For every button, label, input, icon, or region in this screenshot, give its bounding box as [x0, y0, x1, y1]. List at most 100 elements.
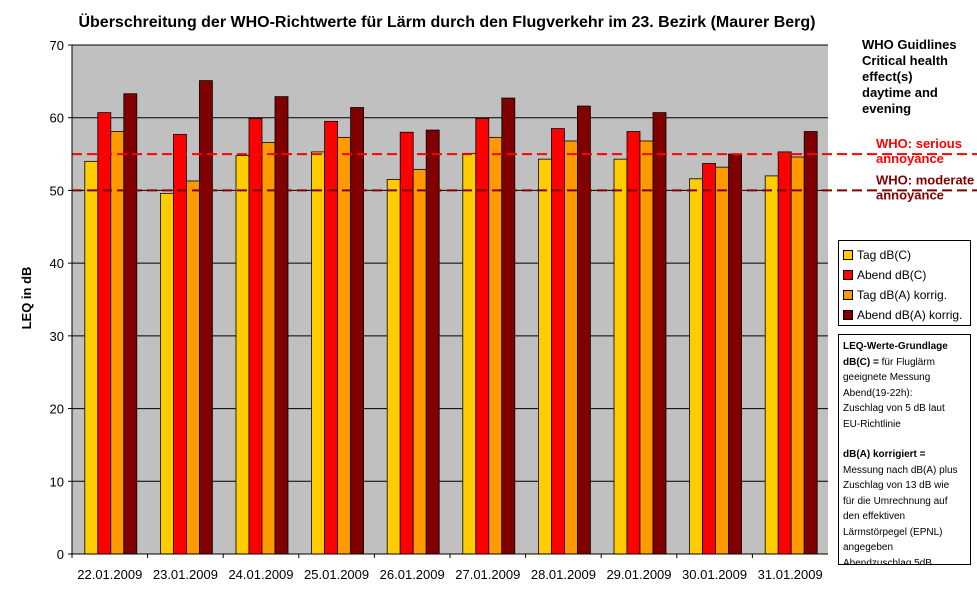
legend-swatch — [843, 290, 853, 300]
notes-line: Zuschlag von 13 dB wie — [843, 480, 950, 491]
notes-line: den effektiven — [843, 511, 906, 522]
y-tick-label: 20 — [50, 402, 64, 417]
bar — [198, 80, 213, 555]
bar — [386, 179, 401, 555]
legend-label: Tag dB(C) — [857, 248, 912, 262]
bar — [488, 136, 503, 555]
bar — [172, 134, 187, 555]
bar — [551, 128, 565, 555]
bar — [475, 118, 490, 555]
bar — [715, 166, 729, 555]
bar — [248, 118, 263, 555]
notes-line: Abendzuschlag 5dB — [843, 557, 932, 565]
y-tick-label: 60 — [50, 111, 64, 126]
legend-swatch — [843, 250, 853, 260]
legend-label: Abend dB(C) — [857, 268, 927, 282]
y-tick-label: 40 — [50, 256, 64, 271]
bar — [790, 156, 805, 555]
x-tick-label: 30.01.2009 — [682, 567, 747, 582]
legend-item-tag-dba: Tag dB(A) korrig. — [843, 285, 970, 305]
bar — [764, 175, 779, 555]
y-tick-label: 0 — [57, 547, 64, 562]
bar — [564, 140, 578, 555]
bar — [501, 97, 516, 555]
reference-label: annoyance — [876, 187, 944, 202]
legend-swatch — [843, 310, 853, 320]
bar — [652, 112, 667, 555]
legend-label: Abend dB(A) korrig. — [857, 308, 963, 322]
who-header-line: evening — [862, 101, 911, 116]
notes-spacer — [843, 432, 967, 447]
bar — [777, 151, 792, 555]
bar — [803, 131, 818, 555]
bar — [274, 96, 289, 555]
bar — [577, 105, 591, 555]
bar — [159, 192, 174, 555]
x-tick-label: 28.01.2009 — [531, 567, 596, 582]
bar — [84, 160, 99, 555]
legend-item-abend-dbc: Abend dB(C) — [843, 265, 970, 285]
who-header-line: WHO Guidlines — [862, 37, 957, 52]
notes-dbc-rest: für Fluglärm — [878, 356, 935, 368]
reference-label: annoyance — [876, 151, 944, 166]
reference-label: WHO: moderate — [876, 172, 974, 187]
y-tick-label: 50 — [50, 183, 64, 198]
y-tick-label: 30 — [50, 329, 64, 344]
y-axis-label: LEQ in dB — [19, 267, 34, 330]
notes-dbc-term: dB(C) = — [843, 356, 879, 368]
bar — [337, 136, 352, 555]
notes-line: geeignete Messung — [843, 372, 931, 383]
y-tick-label: 70 — [50, 38, 64, 53]
bar — [97, 112, 112, 555]
notes-line: angegeben — [843, 542, 894, 553]
x-tick-label: 22.01.2009 — [77, 567, 142, 582]
legend-label: Tag dB(A) korrig. — [857, 288, 948, 302]
bar — [425, 129, 440, 555]
bar — [728, 153, 742, 555]
bar — [324, 120, 339, 555]
who-header-line: Critical health — [862, 53, 948, 68]
bar — [123, 93, 138, 555]
bar — [110, 131, 125, 555]
y-tick-label: 10 — [50, 474, 64, 489]
legend: Tag dB(C) Abend dB(C) Tag dB(A) korrig. … — [838, 240, 971, 326]
x-tick-label: 31.01.2009 — [758, 567, 823, 582]
notes-line: Lärmstörpegel (EPNL) — [843, 526, 943, 538]
reference-label: WHO: serious — [876, 136, 962, 151]
bar — [311, 151, 326, 555]
bar — [462, 152, 477, 555]
bar — [639, 140, 654, 555]
x-tick-label: 27.01.2009 — [455, 567, 520, 582]
notes-dba-term: dB(A) korrigiert = — [843, 449, 926, 460]
bar — [235, 155, 250, 555]
x-tick-label: 24.01.2009 — [228, 567, 293, 582]
who-header-line: effect(s) — [862, 69, 913, 84]
notes-line: für die Umrechnung auf — [843, 495, 948, 507]
x-tick-label: 25.01.2009 — [304, 567, 369, 582]
legend-item-tag-dbc: Tag dB(C) — [843, 245, 970, 265]
chart-title: Überschreitung der WHO-Richtwerte für Lä… — [78, 12, 815, 31]
notes-line: EU-Richtlinie — [843, 418, 901, 430]
who-header-line: daytime and — [862, 85, 938, 100]
bar — [626, 131, 641, 555]
legend-item-abend-dba: Abend dB(A) korrig. — [843, 305, 970, 325]
bar — [613, 158, 628, 555]
notes-heading: LEQ-Werte-Grundlage — [843, 341, 948, 352]
x-tick-label: 29.01.2009 — [606, 567, 671, 582]
bar — [412, 168, 427, 555]
x-tick-label: 23.01.2009 — [153, 567, 218, 582]
bar — [185, 180, 200, 555]
notes-box: LEQ-Werte-Grundlage dB(C) = für Fluglärm… — [838, 334, 971, 565]
x-tick-label: 26.01.2009 — [380, 567, 445, 582]
bar — [538, 158, 552, 555]
bar — [399, 131, 414, 555]
legend-swatch — [843, 270, 853, 280]
bar — [261, 142, 276, 555]
notes-line: Zuschlag von 5 dB laut — [843, 403, 945, 414]
notes-line: Abend(19-22h): — [843, 387, 913, 399]
bar — [689, 178, 703, 555]
notes-line: Messung nach dB(A) plus — [843, 464, 958, 476]
notes-dbc-line: dB(C) = für Fluglärm — [843, 355, 967, 371]
bar — [702, 163, 716, 555]
